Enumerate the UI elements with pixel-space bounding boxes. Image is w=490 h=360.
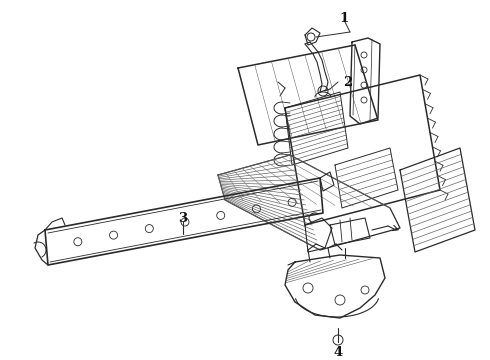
Text: 4: 4 <box>333 346 343 359</box>
Text: 2: 2 <box>343 76 353 89</box>
Text: 1: 1 <box>340 12 348 24</box>
Text: 3: 3 <box>178 211 188 225</box>
